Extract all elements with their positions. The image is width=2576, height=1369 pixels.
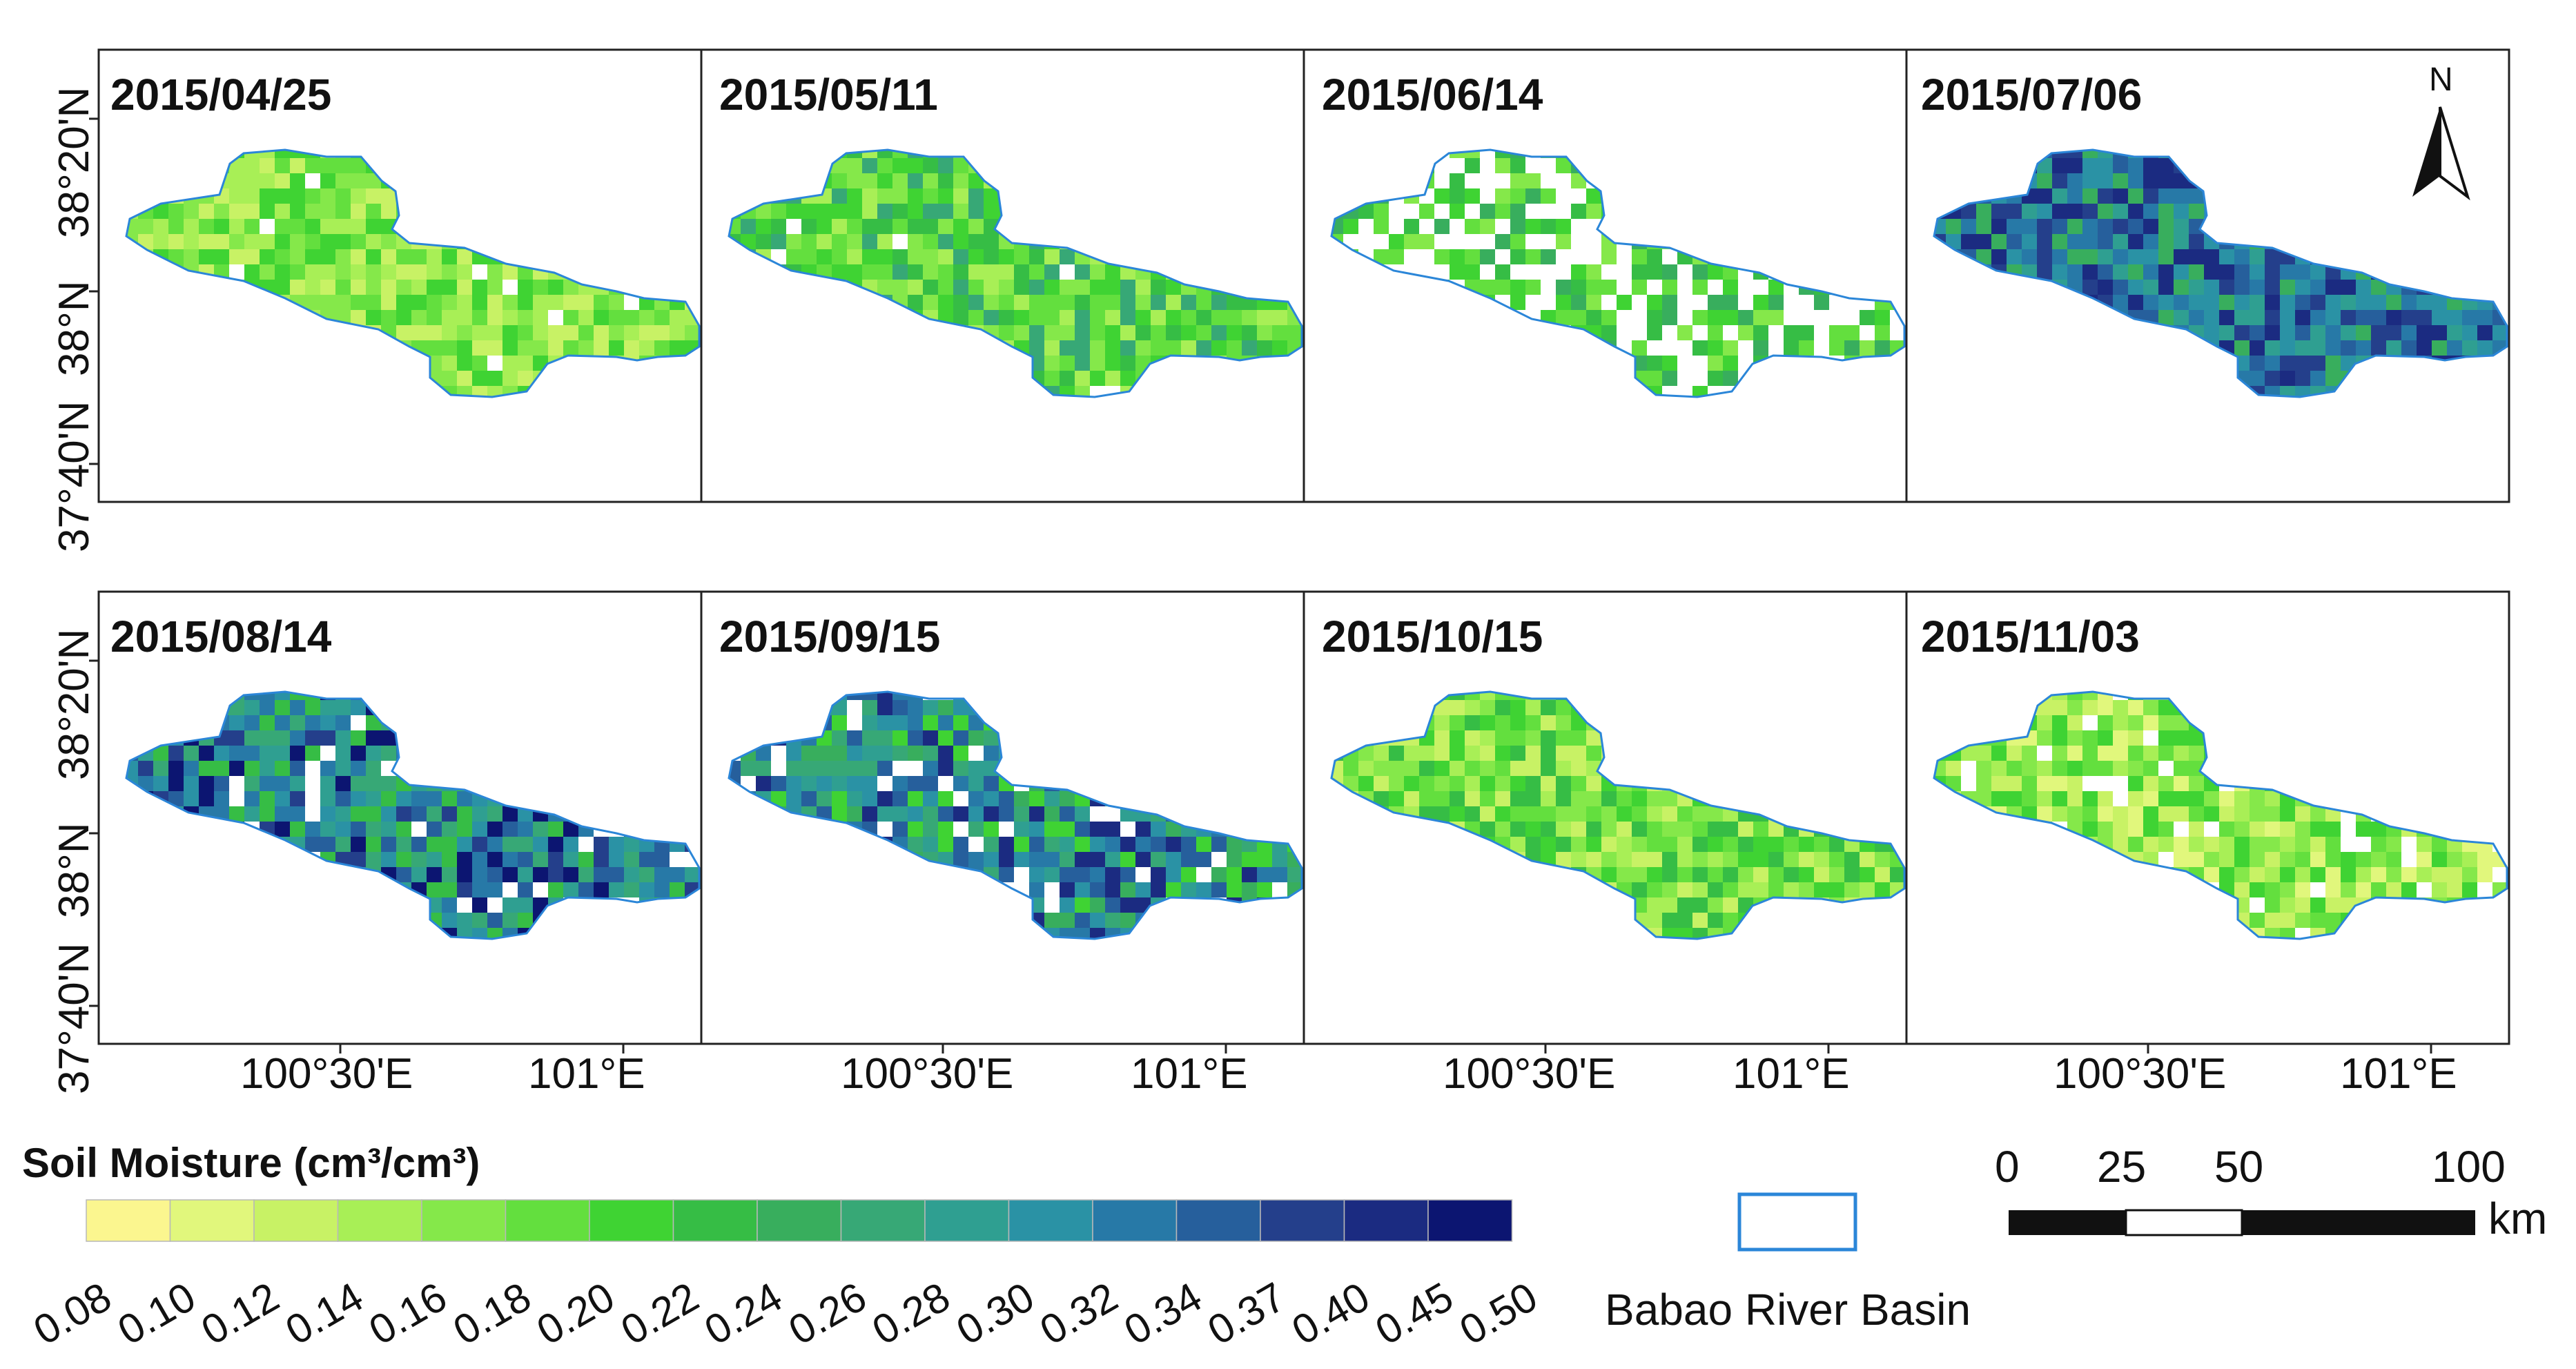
basin-outline: [125, 690, 701, 940]
legend-swatch: [505, 1199, 590, 1242]
lon-label-101-col2: 101°E: [1131, 1050, 1248, 1098]
legend-swatch: [672, 1199, 758, 1242]
lon-label-101-col4: 101°E: [2340, 1050, 2457, 1098]
panel-date-4: 2015/07/06: [1921, 70, 2143, 119]
lon-label-100-30-col4: 100°30'E: [2053, 1050, 2227, 1098]
basin-outline: [1933, 148, 2508, 398]
lon-label-100-30-col1: 100°30'E: [240, 1050, 413, 1098]
north-arrow-icon: [2412, 106, 2470, 201]
legend-title: Soil Moisture (cm³/cm³): [22, 1140, 480, 1186]
map-panel: [1302, 590, 1908, 1054]
panel-date-2: 2015/05/11: [719, 70, 938, 119]
map-panel: [89, 590, 703, 1054]
legend-swatch: [1260, 1199, 1345, 1242]
panels-layer: [89, 48, 2510, 1054]
lat-label-37-40-row1: 37°40'N: [50, 400, 98, 552]
lon-label-101-col1: 101°E: [528, 1050, 645, 1098]
panel-date-7: 2015/10/15: [1322, 612, 1543, 661]
basin-legend-label: Babao River Basin: [1605, 1285, 1971, 1334]
legend-swatch: [337, 1199, 422, 1242]
legend-swatch: [1427, 1199, 1513, 1242]
map-panel: [1905, 590, 2510, 1054]
scale-tick-100: 100: [2432, 1142, 2506, 1192]
panel-date-8: 2015/11/03: [1921, 612, 2140, 661]
scale-bar: [2009, 1209, 2475, 1236]
map-panel: [89, 48, 703, 503]
basin-outline: [1933, 690, 2508, 940]
scale-tick-50: 50: [2214, 1142, 2264, 1192]
lat-label-38-20-row2: 38°20'N: [50, 628, 98, 780]
legend-swatch: [86, 1199, 171, 1242]
basin-legend-swatch: [1737, 1192, 1857, 1252]
basin-outline: [1330, 148, 1906, 398]
legend-swatch: [253, 1199, 339, 1242]
map-panel: [700, 48, 1305, 503]
legend-swatch: [1092, 1199, 1178, 1242]
lon-label-100-30-col3: 100°30'E: [1443, 1050, 1616, 1098]
panel-date-6: 2015/09/15: [719, 612, 941, 661]
scale-tick-0: 0: [1995, 1142, 2020, 1192]
legend-swatch: [1008, 1199, 1093, 1242]
north-label: N: [2429, 61, 2453, 98]
map-panel: [1302, 48, 1908, 503]
basin-outline: [125, 148, 701, 398]
legend-swatch: [757, 1199, 842, 1242]
legend-swatch: [1175, 1199, 1261, 1242]
lat-label-38-20-row1: 38°20'N: [50, 86, 98, 238]
legend-layer: [86, 1192, 2475, 1252]
lat-label-38-row2: 38°N: [50, 822, 98, 918]
basin-outline: [1330, 690, 1906, 940]
legend-swatch: [421, 1199, 507, 1242]
map-panel: [1905, 48, 2510, 503]
scale-unit: km: [2488, 1194, 2548, 1243]
lat-label-38-row1: 38°N: [50, 280, 98, 376]
legend-swatch: [1343, 1199, 1429, 1242]
legend-swatch: [169, 1199, 255, 1242]
panel-date-3: 2015/06/14: [1322, 70, 1543, 119]
lat-label-37-40-row2: 37°40'N: [50, 942, 98, 1094]
lon-label-100-30-col2: 100°30'E: [841, 1050, 1014, 1098]
legend-swatch: [589, 1199, 674, 1242]
panel-date-1: 2015/04/25: [110, 70, 332, 119]
legend-swatch: [840, 1199, 926, 1242]
scale-tick-25: 25: [2097, 1142, 2147, 1192]
panel-date-5: 2015/08/14: [110, 612, 332, 661]
lon-label-101-col3: 101°E: [1733, 1050, 1850, 1098]
legend-swatch: [924, 1199, 1010, 1242]
basin-outline: [728, 690, 1303, 940]
basin-outline: [728, 148, 1303, 398]
